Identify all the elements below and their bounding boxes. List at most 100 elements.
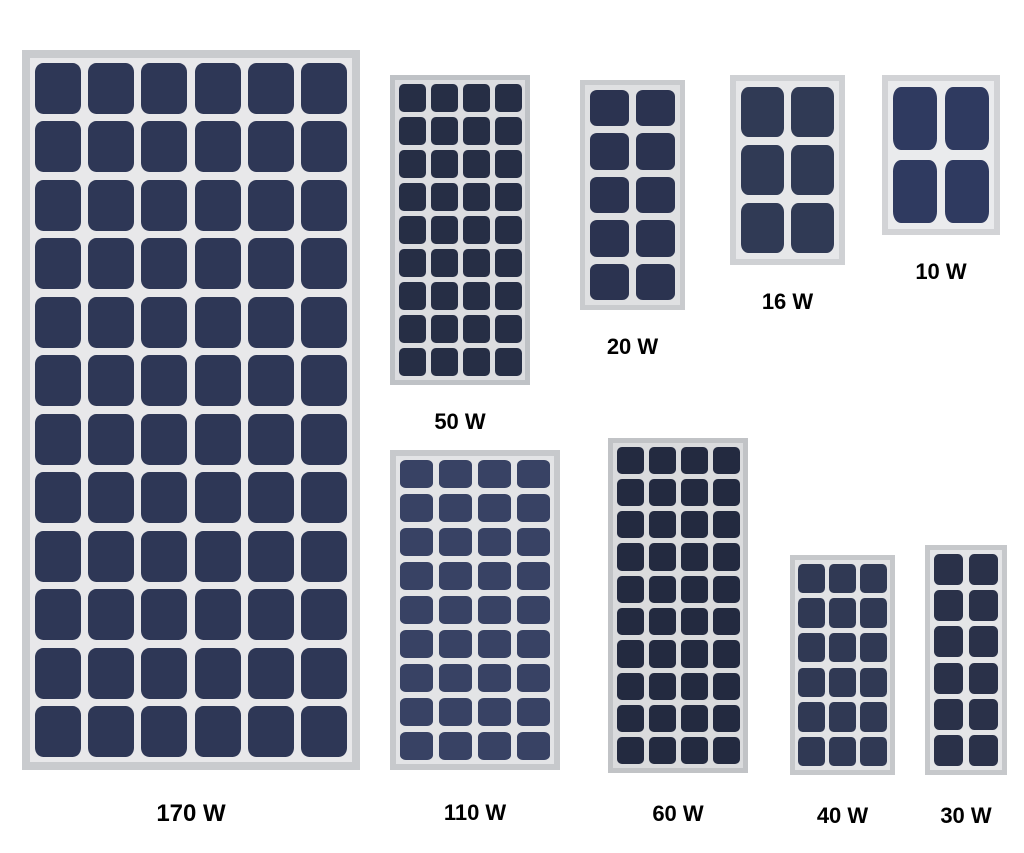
panel-p170: 170 W (22, 50, 360, 830)
panel-frame (882, 75, 1000, 235)
solar-cell (437, 526, 474, 558)
solar-cell (828, 562, 857, 595)
panel-frame (790, 555, 895, 775)
solar-cell (859, 666, 888, 699)
solar-cell (32, 704, 83, 761)
solar-cell (647, 542, 677, 572)
solar-cell (515, 594, 552, 626)
solar-cell (967, 588, 1000, 622)
solar-cell (32, 470, 83, 527)
solar-cell (891, 84, 940, 154)
solar-cell (398, 594, 435, 626)
solar-cell (476, 662, 513, 694)
solar-cell (397, 281, 427, 312)
solar-cell (739, 142, 786, 197)
solar-cell (299, 470, 350, 527)
solar-cell (967, 661, 1000, 695)
solar-cell (932, 588, 965, 622)
solar-cell (397, 347, 427, 378)
solar-cell (192, 645, 243, 702)
solar-cell (967, 697, 1000, 731)
solar-cell (398, 628, 435, 660)
solar-cell (299, 294, 350, 351)
panel-wattage-label: 40 W (790, 803, 895, 829)
solar-cell (493, 248, 523, 279)
solar-cell (679, 639, 709, 669)
solar-cell (647, 510, 677, 540)
panel-frame (608, 438, 748, 773)
solar-cell (139, 236, 190, 293)
solar-cell (859, 701, 888, 734)
solar-cell (711, 574, 741, 604)
solar-cell (711, 703, 741, 733)
solar-cell (32, 411, 83, 468)
solar-cell (515, 628, 552, 660)
solar-cell (245, 645, 296, 702)
solar-cell (461, 281, 491, 312)
solar-cell (711, 510, 741, 540)
solar-cell (85, 587, 136, 644)
solar-cell (461, 347, 491, 378)
solar-cell (679, 542, 709, 572)
solar-cell (797, 701, 826, 734)
solar-cell (967, 625, 1000, 659)
solar-cell (711, 542, 741, 572)
solar-cell (615, 639, 645, 669)
solar-cell (711, 606, 741, 636)
solar-cell (932, 697, 965, 731)
solar-cell (398, 526, 435, 558)
solar-cell (32, 587, 83, 644)
solar-cell (139, 645, 190, 702)
panel-wattage-label: 170 W (22, 800, 360, 828)
solar-cell (139, 528, 190, 585)
solar-cell (437, 560, 474, 592)
solar-cell (429, 181, 459, 212)
panel-frame (925, 545, 1007, 775)
solar-cell (891, 157, 940, 227)
solar-cell (932, 734, 965, 768)
solar-cell (828, 666, 857, 699)
solar-cell (461, 148, 491, 179)
solar-cell (634, 131, 677, 171)
solar-cell (85, 60, 136, 117)
solar-cell (85, 470, 136, 527)
solar-cell (515, 730, 552, 762)
solar-cell (32, 294, 83, 351)
solar-cell (85, 411, 136, 468)
solar-cell (859, 735, 888, 768)
panel-wattage-label: 110 W (390, 800, 560, 826)
solar-cell (828, 631, 857, 664)
solar-cell (192, 353, 243, 410)
solar-cell (647, 606, 677, 636)
solar-cell (739, 201, 786, 256)
solar-cell (615, 445, 645, 475)
solar-cell (476, 458, 513, 490)
solar-cell (85, 119, 136, 176)
solar-cell (493, 281, 523, 312)
solar-cell (797, 666, 826, 699)
solar-cell (397, 148, 427, 179)
solar-cell (476, 560, 513, 592)
solar-cell (789, 201, 836, 256)
panel-p20: 20 W (580, 80, 685, 362)
solar-cell (245, 236, 296, 293)
solar-cell (139, 177, 190, 234)
solar-cell (679, 574, 709, 604)
panel-wattage-label: 10 W (882, 259, 1000, 285)
solar-cell (943, 84, 992, 154)
solar-cell (299, 645, 350, 702)
solar-cell (493, 181, 523, 212)
solar-cell (461, 181, 491, 212)
solar-cell (245, 411, 296, 468)
solar-cell (739, 84, 786, 139)
solar-cell (711, 445, 741, 475)
solar-cell (647, 671, 677, 701)
solar-cell (139, 411, 190, 468)
solar-cell (828, 735, 857, 768)
solar-cell (299, 177, 350, 234)
solar-cell (32, 528, 83, 585)
solar-cell (859, 597, 888, 630)
solar-cell (299, 353, 350, 410)
solar-cell (437, 594, 474, 626)
solar-cell (397, 314, 427, 345)
